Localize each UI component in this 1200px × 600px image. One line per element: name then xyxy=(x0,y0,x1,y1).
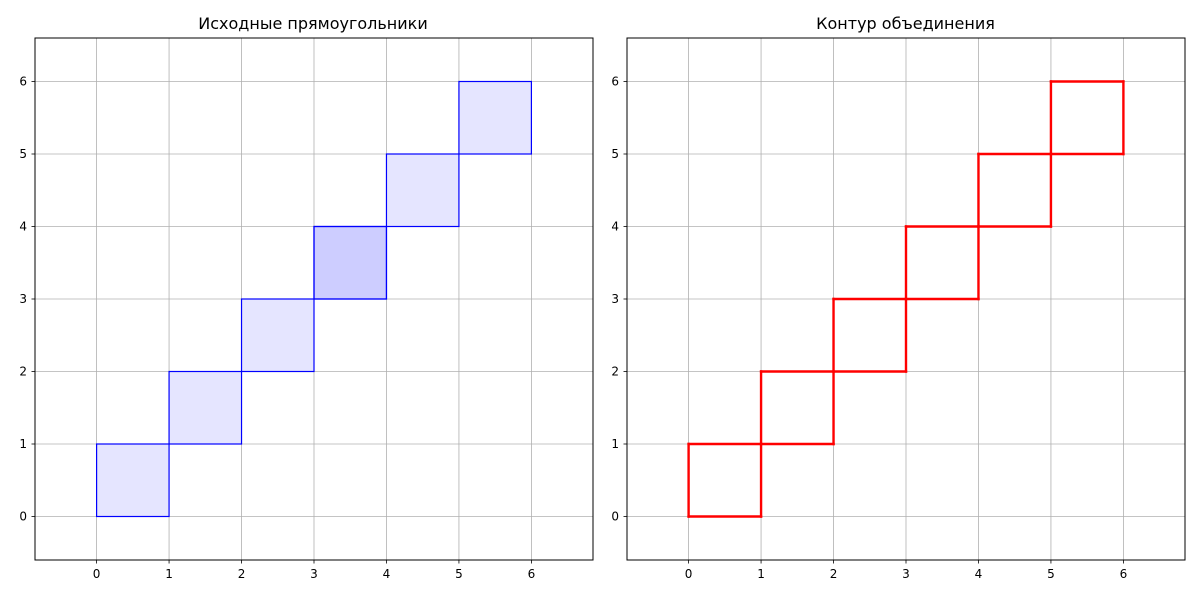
x-tick-label: 1 xyxy=(165,567,173,581)
y-tick-label: 6 xyxy=(19,75,27,89)
plot-area xyxy=(687,80,1125,518)
y-tick-label: 1 xyxy=(19,437,27,451)
x-tick-label: 0 xyxy=(93,567,101,581)
y-tick-label: 3 xyxy=(611,292,619,306)
y-tick-label: 1 xyxy=(611,437,619,451)
source-rectangle xyxy=(313,225,388,300)
y-tick-label: 0 xyxy=(19,510,27,524)
panel-title: Контур объединения xyxy=(816,14,995,33)
x-tick-label: 6 xyxy=(528,567,536,581)
source-rectangle xyxy=(458,80,533,155)
panel-title: Исходные прямоугольники xyxy=(198,14,427,33)
x-tick-label: 3 xyxy=(902,567,910,581)
y-tick-label: 5 xyxy=(611,147,619,161)
y-tick-label: 2 xyxy=(19,365,27,379)
x-tick-label: 3 xyxy=(310,567,318,581)
y-tick-label: 2 xyxy=(611,365,619,379)
y-tick-label: 0 xyxy=(611,510,619,524)
y-tick-label: 6 xyxy=(611,75,619,89)
panel-union-contour: Контур объединения 0 1 2 3 4 5 6 0 1 2 3 4 5 6 xyxy=(611,14,1186,582)
source-rectangle xyxy=(313,225,388,300)
x-tick-label: 0 xyxy=(685,567,693,581)
x-tick-label: 2 xyxy=(830,567,838,581)
source-rectangle xyxy=(385,153,460,228)
x-tick-label: 5 xyxy=(455,567,463,581)
source-rectangle xyxy=(240,298,315,373)
axis-ticks: 0 1 2 3 4 5 6 0 1 2 3 4 5 6 xyxy=(19,75,535,582)
source-rectangle xyxy=(168,370,243,445)
y-tick-label: 5 xyxy=(19,147,27,161)
y-tick-label: 3 xyxy=(19,292,27,306)
x-tick-label: 6 xyxy=(1120,567,1128,581)
panel-original-rectangles: Исходные прямоугольники 0 1 2 3 4 5 6 0 1 2 3 4 5 6 xyxy=(19,14,594,582)
x-tick-label: 2 xyxy=(238,567,246,581)
y-tick-label: 4 xyxy=(611,220,619,234)
x-tick-label: 1 xyxy=(757,567,765,581)
axis-ticks: 0 1 2 3 4 5 6 0 1 2 3 4 5 6 xyxy=(611,75,1127,582)
source-rectangle xyxy=(95,443,170,518)
x-tick-label: 5 xyxy=(1047,567,1055,581)
x-tick-label: 4 xyxy=(975,567,983,581)
y-tick-label: 4 xyxy=(19,220,27,234)
x-tick-label: 4 xyxy=(383,567,391,581)
plot-area xyxy=(95,80,533,518)
